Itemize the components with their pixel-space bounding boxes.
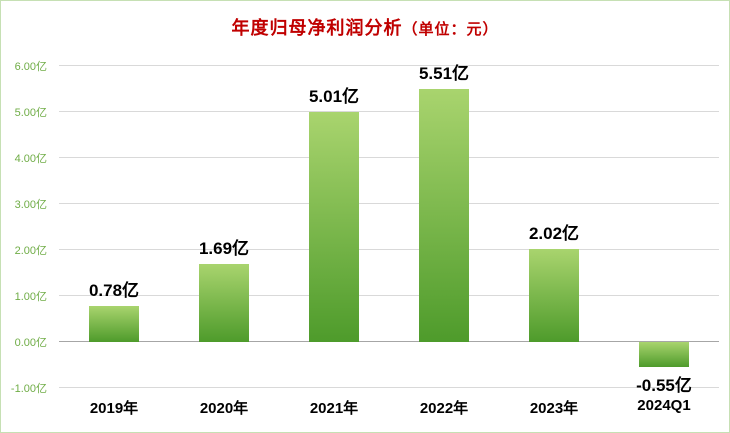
y-tick-label: 3.00亿 xyxy=(14,199,47,211)
x-tick-label: 2022年 xyxy=(419,400,469,417)
y-tick-label: -1.00亿 xyxy=(10,383,47,395)
y-tick-label: 0.00亿 xyxy=(14,337,47,349)
bar-value-label: 1.69亿 xyxy=(198,239,250,259)
y-tick-label: 5.00亿 xyxy=(14,107,47,119)
bar-2021年 xyxy=(309,111,359,342)
y-tick-label: 1.00亿 xyxy=(14,291,47,303)
bar-2022年 xyxy=(419,88,469,342)
bar-2024Q1 xyxy=(639,342,689,368)
bar-value-label: 5.51亿 xyxy=(418,63,470,83)
bar-value-label: -0.55亿 xyxy=(636,376,692,396)
bar-value-label: 2.02亿 xyxy=(528,224,580,244)
chart-title: 年度归母净利润分析（单位：元） xyxy=(1,14,729,40)
bar-2019年 xyxy=(88,306,139,342)
bar-2023年 xyxy=(529,249,579,342)
gridline xyxy=(59,387,719,388)
y-tick-label: 6.00亿 xyxy=(14,61,47,73)
x-tick-label: 2020年 xyxy=(199,400,249,417)
plot-area: 0.78亿 1.69亿 5.01亿 5.51亿 2.02亿 -0.55亿 xyxy=(59,64,719,395)
bar-value-label: 5.01亿 xyxy=(308,86,360,106)
gridline xyxy=(59,295,719,296)
chart-title-unit: （单位：元） xyxy=(402,21,499,38)
gridline xyxy=(59,203,719,204)
x-tick-label: 2024Q1 xyxy=(637,397,691,414)
x-tick-label: 2021年 xyxy=(309,400,359,417)
gridline xyxy=(59,157,719,158)
zero-axis-line xyxy=(59,341,719,342)
bar-value-label: 0.78亿 xyxy=(88,281,140,301)
y-axis-labels: -1.00亿 0.00亿 1.00亿 2.00亿 3.00亿 4.00亿 5.00亿 6.00… xyxy=(1,61,53,395)
chart-title-main: 年度归母净利润分析 xyxy=(231,18,403,38)
gridline xyxy=(59,65,719,66)
x-tick-label: 2023年 xyxy=(529,400,579,417)
gridline xyxy=(59,111,719,112)
y-tick-label: 2.00亿 xyxy=(14,245,47,257)
x-tick-label: 2019年 xyxy=(89,400,139,417)
gridline xyxy=(59,249,719,250)
y-tick-label: 4.00亿 xyxy=(14,153,47,165)
bar-2020年 xyxy=(199,264,249,342)
x-axis-labels: 2019年 2020年 2021年 2022年 2023年 2024Q1 xyxy=(59,397,719,418)
